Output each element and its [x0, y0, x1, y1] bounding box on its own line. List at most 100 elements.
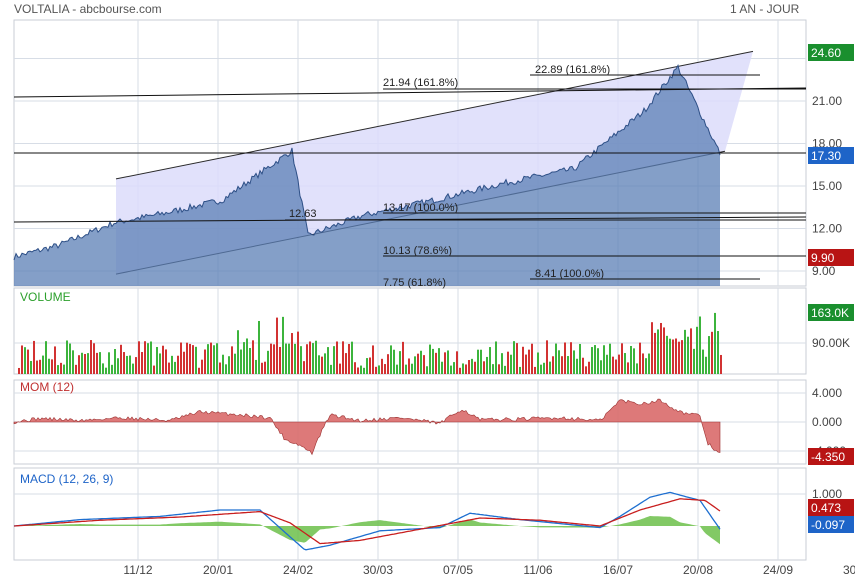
volume-bar — [549, 361, 551, 374]
volume-bar — [108, 352, 110, 374]
volume-bar — [249, 347, 251, 374]
volume-bar — [510, 354, 512, 374]
volume-bar — [339, 363, 341, 374]
x-axis-label: 07/05 — [443, 563, 473, 577]
volume-bar — [669, 338, 671, 374]
volume-title: VOLUME — [20, 290, 71, 304]
volume-bar — [165, 349, 167, 374]
volume-bar — [663, 327, 665, 374]
volume-bar — [381, 358, 383, 374]
momentum-last-badge: -4.350 — [811, 450, 845, 464]
volume-bar — [687, 336, 689, 374]
volume-bar — [255, 359, 257, 374]
volume-bar — [426, 366, 428, 374]
volume-bar — [99, 352, 101, 374]
volume-bar — [240, 349, 242, 374]
volume-bar — [51, 359, 53, 374]
volume-bar — [552, 356, 554, 374]
volume-bar — [117, 358, 119, 374]
volume-bar — [300, 346, 302, 374]
signal-last-badge: -0.097 — [811, 518, 845, 532]
volume-bar — [267, 350, 269, 374]
volume-bar — [153, 365, 155, 374]
volume-bar — [384, 364, 386, 374]
volume-bar — [327, 347, 329, 374]
volume-bar — [546, 340, 548, 374]
volume-bar — [624, 353, 626, 374]
volume-bar — [261, 362, 263, 374]
volume-bar — [477, 349, 479, 374]
volume-bar — [24, 347, 26, 374]
macd-line — [13, 491, 721, 551]
volume-bar — [198, 367, 200, 374]
volume-bar — [162, 345, 164, 374]
volume-bar — [468, 360, 470, 374]
volume-bar — [588, 361, 590, 374]
volume-bar — [282, 316, 284, 374]
volume-bar — [60, 362, 62, 374]
volume-bar — [597, 348, 599, 374]
volume-bar — [522, 346, 524, 374]
volume-bar — [270, 343, 272, 374]
volume-bar — [411, 363, 413, 374]
volume-bar — [237, 330, 239, 374]
volume-bar — [567, 356, 569, 374]
volume-bar — [438, 348, 440, 374]
volume-bar — [621, 343, 623, 374]
volume-bar — [579, 343, 581, 374]
volume-bar — [150, 341, 152, 374]
volume-bar — [132, 363, 134, 374]
volume-bar — [204, 349, 206, 374]
volume-bar — [570, 342, 572, 374]
volume-bar — [429, 344, 431, 374]
volume-bar — [156, 346, 158, 374]
volume-bar — [174, 361, 176, 374]
volume-bar — [228, 356, 230, 374]
volume-bar — [225, 364, 227, 374]
price-line — [13, 64, 721, 261]
momentum-axis-label: 4.000 — [812, 386, 842, 400]
volume-bar — [405, 364, 407, 374]
volume-bar — [210, 342, 212, 374]
volume-bar — [252, 340, 254, 374]
volume-bar — [612, 356, 614, 374]
volume-bar — [72, 350, 74, 374]
price-area — [14, 65, 720, 287]
volume-bar — [465, 364, 467, 374]
volume-bar — [63, 364, 65, 374]
volume-bar — [456, 351, 458, 374]
volume-bar — [213, 345, 215, 374]
macd-axis-label: 1.000 — [812, 487, 842, 501]
volume-bar — [528, 349, 530, 374]
price-low-badge-bg — [808, 249, 854, 266]
macd-last-badge: 0.473 — [811, 501, 841, 515]
volume-bar — [492, 364, 494, 374]
volume-bar — [243, 342, 245, 374]
volume-bar — [180, 342, 182, 374]
volume-bar — [234, 353, 236, 374]
volume-bar — [48, 358, 50, 374]
volume-bar — [57, 365, 59, 374]
volume-bar — [537, 352, 539, 374]
volume-bar — [129, 355, 131, 374]
volume-bar — [543, 362, 545, 374]
volume-bar — [357, 367, 359, 374]
volume-bar — [681, 340, 683, 374]
volume-bar — [294, 343, 296, 374]
volume-bar — [708, 336, 710, 374]
level-label: 13.17 (100.0%) — [383, 202, 458, 214]
volume-bar — [309, 341, 311, 374]
volume-bar — [480, 349, 482, 374]
volume-bar — [360, 365, 362, 374]
volume-bar — [345, 353, 347, 374]
x-axis-label: 11/12 — [123, 563, 152, 577]
volume-bar — [408, 358, 410, 374]
volume-axis-label: 90.00K — [812, 336, 850, 350]
volume-bar — [489, 347, 491, 374]
price-axis-label: 12.00 — [812, 222, 842, 236]
volume-bar — [264, 361, 266, 374]
volume-bar — [393, 349, 395, 374]
volume-bar — [273, 344, 275, 374]
volume-bar — [714, 312, 716, 374]
volume-bar — [432, 348, 434, 374]
